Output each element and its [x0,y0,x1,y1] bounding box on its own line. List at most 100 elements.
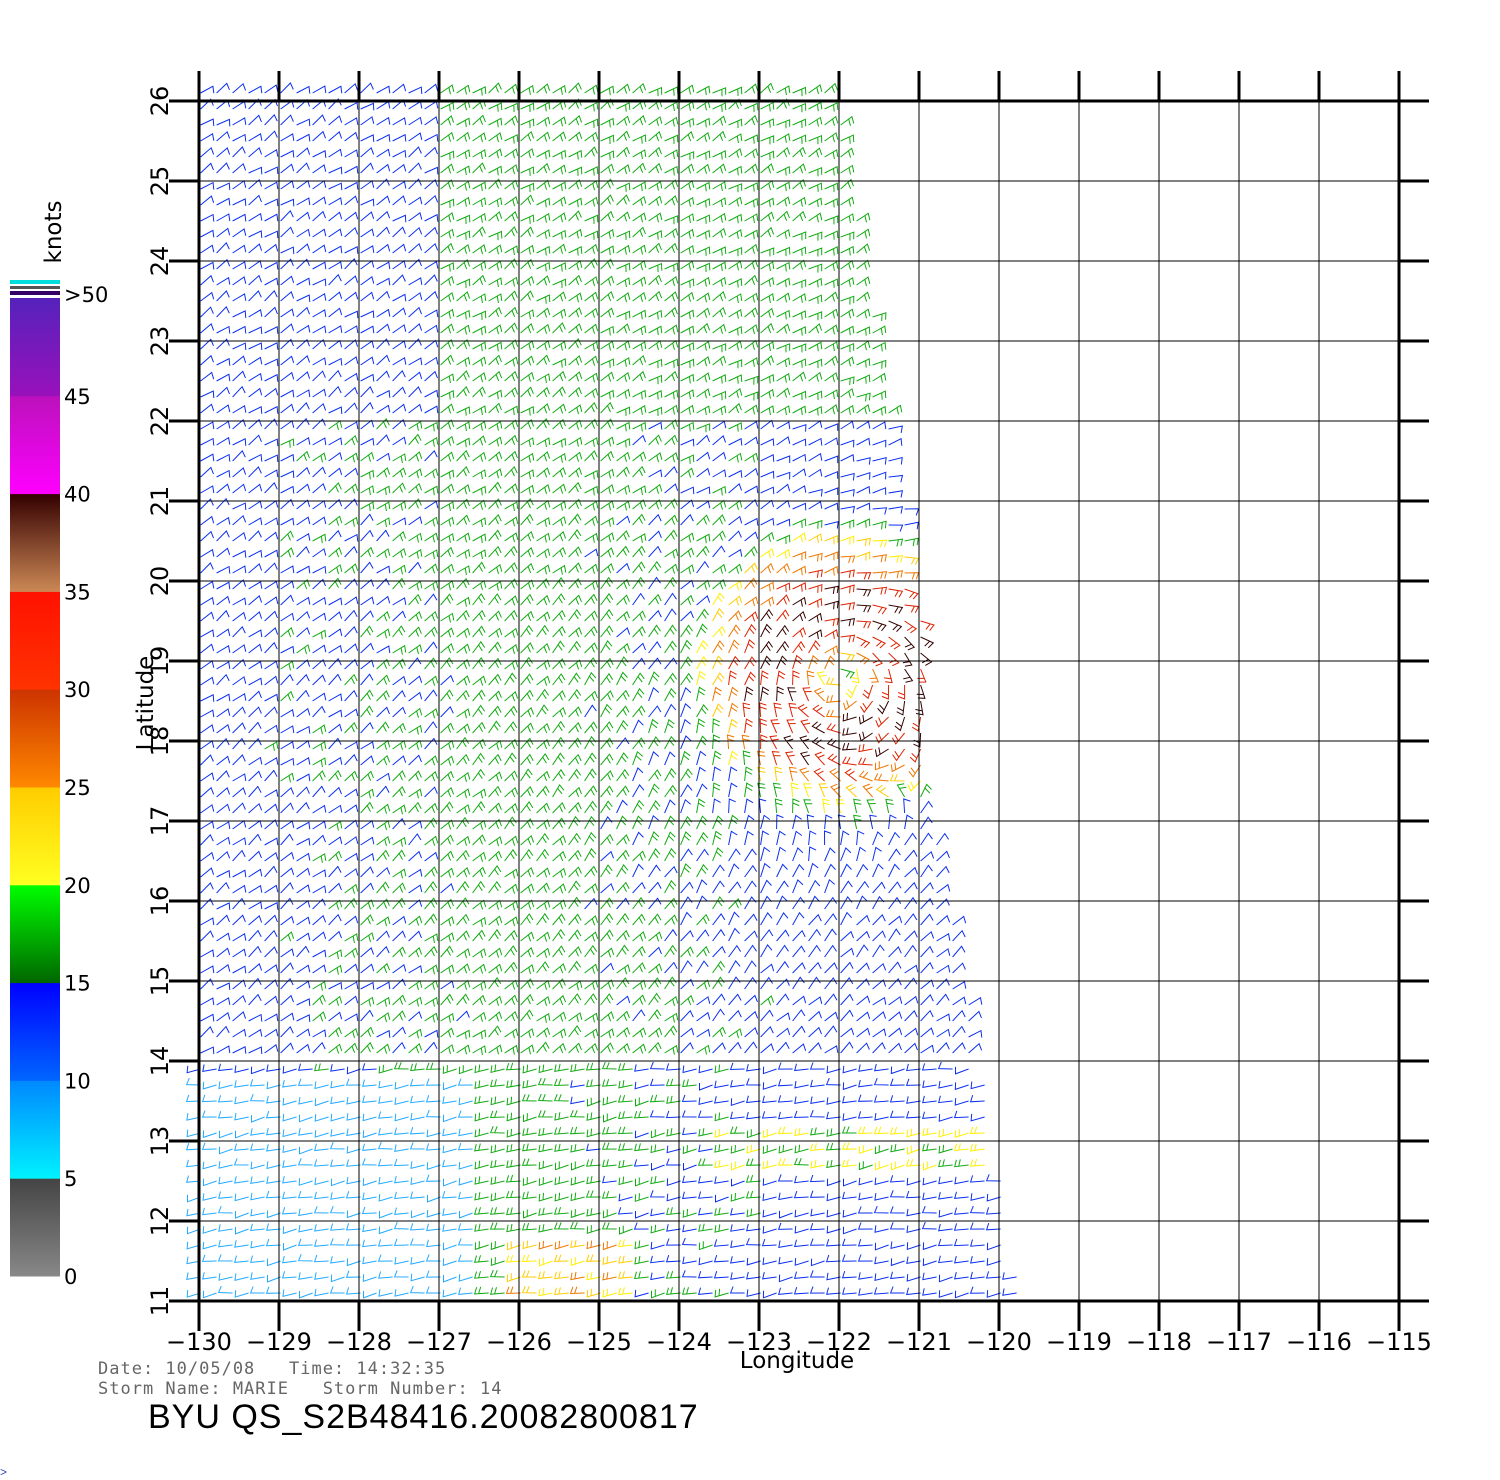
wind-barb [651,1289,665,1299]
wind-barb [488,451,503,462]
wind-barb [536,947,551,958]
wind-barb [648,963,663,974]
lon-tick-label: −128 [326,1328,392,1356]
wind-barb [488,1011,503,1022]
wind-barb [648,769,662,782]
wind-barb [536,116,551,127]
wind-barb [632,962,646,974]
wind-barb [456,449,470,462]
wind-barb [248,308,263,318]
wind-barb [409,1285,425,1294]
wind-barb [440,786,455,798]
wind-barb [792,86,807,97]
wind-barb [408,146,422,158]
lon-tick-label: −115 [1366,1328,1432,1356]
wind-barb [793,1110,809,1119]
wind-barb [536,275,551,286]
wind-barb [938,1191,953,1200]
wind-barb [456,880,470,894]
y-axis-label: Latitude [133,656,159,751]
wind-barb [712,530,726,542]
wind-barb [392,564,407,575]
wind-barb [938,1144,953,1154]
wind-barb [586,1112,601,1121]
wind-barb [216,118,231,127]
wind-barb [568,880,581,894]
wind-barb [648,390,663,400]
wind-barb [392,260,407,270]
wind-barb [216,821,231,830]
wind-barb [666,1178,681,1186]
wind-barb [280,580,295,590]
wind-barb [248,850,262,862]
wind-barb [282,1289,297,1298]
wind-barb [618,1143,633,1151]
wind-barb [312,150,327,158]
wind-barb [344,258,358,270]
wind-barb [872,439,887,448]
wind-barb [616,656,629,670]
wind-barb [456,835,471,846]
wind-barb [632,485,647,495]
wind-barb [298,1114,313,1123]
wind-barb [536,101,551,112]
wind-barb [408,739,423,750]
wind-barb [920,930,935,942]
wind-barb [488,705,502,718]
wind-barb [808,830,817,846]
wind-barb [954,1290,969,1299]
wind-barb [344,1027,359,1039]
wind-barb [504,83,519,94]
wind-barb [248,530,262,542]
wind-barb [328,899,343,910]
wind-barb [536,659,551,670]
wind-barb [712,499,727,510]
wind-barb [520,610,534,622]
wind-barb [616,310,631,321]
wind-barb [536,307,551,318]
wind-barb [552,340,567,351]
wind-barb [824,655,836,670]
wind-barb [600,1028,615,1039]
wind-barb [728,183,743,193]
wind-barb [824,1025,838,1038]
wind-barb [824,82,838,94]
wind-barb [808,182,823,192]
wind-barb [824,230,839,240]
wind-barb [841,1270,857,1279]
wind-barb [952,962,966,974]
wind-barb [584,610,598,622]
wind-barb [584,402,598,414]
wind-barb [760,1009,774,1022]
wind-barb [346,1159,361,1167]
wind-barb [426,1162,441,1170]
wind-barb [328,98,342,110]
wind-barb [232,611,247,622]
wind-barb [232,355,247,366]
wind-barb [456,565,471,575]
wind-barb [792,1043,807,1054]
wind-barb [858,743,873,753]
wind-barb [330,1080,345,1089]
wind-barb [346,1258,361,1267]
wind-barb [392,1026,406,1038]
wind-barb [872,1011,887,1022]
wind-barb [344,356,359,366]
wind-barb [472,866,486,878]
wind-barb [264,290,278,302]
wind-barb [600,672,614,686]
wind-barb [760,419,775,430]
wind-barb [520,913,534,926]
wind-barb [856,291,871,302]
wind-barb [840,472,855,481]
wind-barb [840,213,855,223]
wind-barb [424,290,439,302]
wind-barb [632,626,646,638]
wind-barb [665,1270,681,1279]
wind-barb [776,181,791,192]
wind-barb [536,212,551,223]
wind-barb [440,932,455,943]
wind-barb [408,561,422,574]
wind-barb [536,245,551,256]
wind-barb [793,1157,809,1166]
